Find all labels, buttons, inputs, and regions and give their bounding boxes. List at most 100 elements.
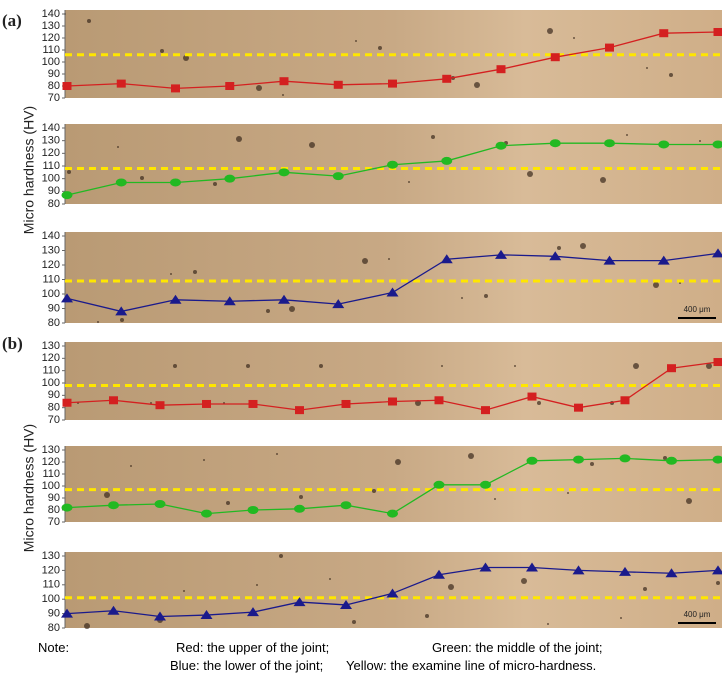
data-point (527, 392, 537, 401)
figure: (a) Micro hardness (HV) (b) Micro hardness … (2, 8, 722, 634)
y-tick-label: 100 (42, 480, 60, 492)
data-point (479, 562, 492, 572)
data-point (107, 605, 120, 615)
pore (431, 135, 435, 139)
pore (355, 40, 357, 42)
pore (276, 453, 278, 455)
pore (256, 85, 262, 91)
pore (646, 67, 648, 69)
data-point (108, 501, 119, 510)
pore (699, 140, 701, 142)
pore (140, 176, 144, 180)
data-point (604, 139, 615, 148)
y-tick-label: 80 (48, 198, 60, 210)
pore (669, 73, 673, 77)
data-point (278, 294, 290, 304)
data-point (619, 566, 631, 576)
pore (97, 321, 99, 323)
data-point (573, 455, 584, 464)
data-point (202, 399, 211, 408)
data-point (341, 399, 351, 408)
pore (120, 318, 124, 322)
data-point (332, 299, 345, 309)
pore (706, 363, 712, 369)
data-point (665, 568, 678, 578)
data-point (171, 84, 180, 93)
data-point (667, 364, 676, 373)
data-point (61, 503, 73, 512)
data-point (116, 79, 126, 88)
y-tick-label: 120 (42, 456, 60, 468)
pore (160, 49, 164, 53)
pore (468, 453, 474, 459)
data-point (712, 140, 722, 149)
data-point (61, 191, 73, 200)
pore (203, 459, 205, 461)
pore (279, 554, 283, 558)
data-point (712, 248, 722, 258)
pore (246, 364, 250, 368)
scale-label: 400 μm (684, 305, 711, 314)
y-tick-label: 70 (48, 414, 60, 426)
pore (67, 170, 71, 174)
y-tick-label: 120 (42, 32, 60, 44)
data-point (713, 28, 722, 36)
data-point (526, 456, 538, 465)
micrograph (65, 232, 722, 323)
pore (425, 614, 429, 618)
y-tick-label: 130 (42, 550, 60, 562)
y-tick-label: 100 (42, 288, 60, 300)
pore (620, 617, 622, 619)
pore (388, 258, 390, 260)
pore (362, 258, 368, 264)
y-tick-label: 90 (48, 608, 60, 620)
pore (256, 584, 258, 586)
y-tick-label: 80 (48, 402, 60, 414)
pore (686, 498, 692, 504)
pore (226, 501, 230, 505)
y-tick-label: 120 (42, 259, 60, 271)
y-tick-label: 130 (42, 244, 60, 256)
data-point (386, 588, 399, 598)
data-point (442, 74, 452, 83)
pore (537, 401, 541, 405)
data-point (572, 565, 585, 575)
pore (170, 273, 172, 275)
data-point (279, 77, 289, 86)
note-green: Green: the middle of the joint; (432, 640, 603, 655)
y-tick-label: 140 (42, 122, 60, 134)
pore (395, 459, 401, 465)
note-yellow: Yellow: the examine line of micro-hardne… (346, 658, 597, 673)
y-tick-label: 110 (42, 468, 60, 480)
pore (600, 177, 606, 183)
pore (474, 82, 480, 88)
data-point (549, 139, 561, 148)
panel-label: (a) (2, 11, 22, 30)
data-point (434, 396, 444, 405)
micrograph (65, 342, 722, 420)
data-point (332, 172, 344, 181)
data-point (496, 65, 506, 74)
data-point (62, 82, 72, 90)
data-point (433, 569, 445, 579)
note-red: Red: the upper of the joint; (176, 640, 330, 655)
pore (653, 282, 659, 288)
pore (87, 19, 91, 23)
y-tick-label: 80 (48, 80, 60, 92)
data-point (388, 79, 397, 88)
data-point (201, 509, 212, 518)
data-point (61, 608, 73, 618)
pore (527, 171, 533, 177)
data-point (713, 358, 722, 367)
y-tick-label: 130 (42, 135, 60, 147)
pore (329, 578, 331, 580)
y-tick-label: 100 (42, 593, 60, 605)
pore (408, 181, 410, 183)
pore (448, 584, 454, 590)
pore (716, 581, 720, 585)
pore (372, 489, 376, 493)
pore (236, 136, 242, 142)
data-point (115, 306, 128, 316)
panel-label: (b) (2, 334, 23, 353)
data-point (386, 287, 399, 297)
